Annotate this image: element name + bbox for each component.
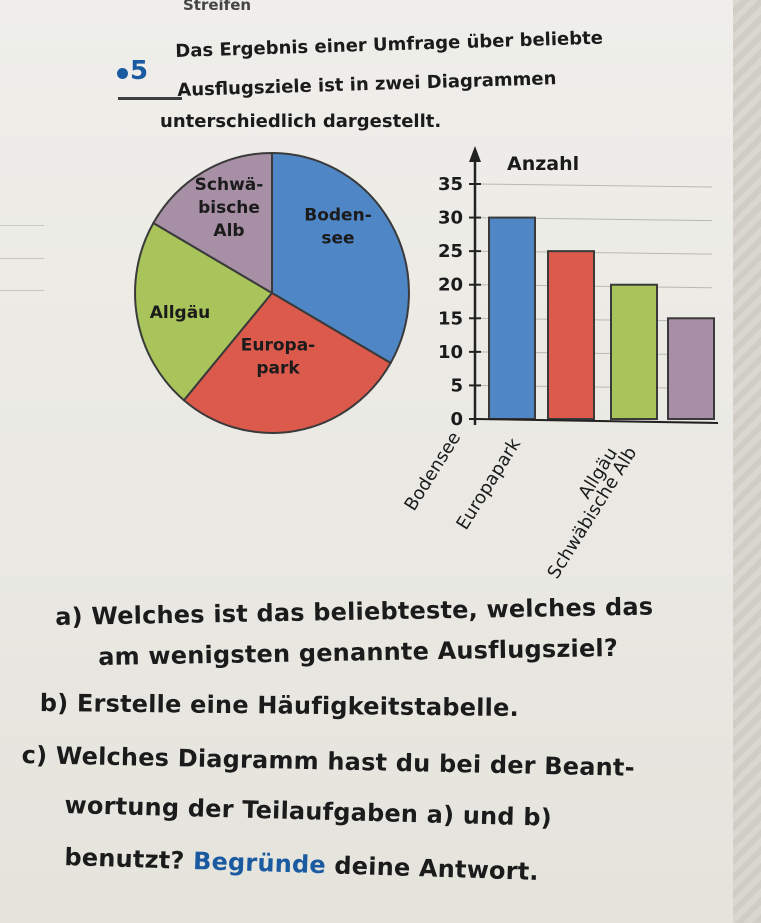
question-c-prefix: benutzt? [64, 842, 185, 875]
y-tick-label: 30 [438, 208, 463, 229]
grid-line [474, 183, 713, 188]
pie-label-schwaebische-alb: Schwä- [195, 175, 264, 195]
pie-label-europapark: park [256, 359, 300, 379]
bar-europapark [547, 250, 595, 420]
pie-label-allgaeu: Allgäu [150, 303, 211, 323]
question-c-line-3: benutzt? Begründe deine Antwort. [64, 842, 539, 887]
y-tick-label: 5 [450, 375, 463, 396]
x-tick-label-bodensee: Bodensee [400, 428, 465, 514]
question-a-line-2: am wenigsten genannte Ausflugsziel? [98, 633, 619, 671]
difficulty-dot-icon [117, 68, 128, 79]
x-axis [474, 418, 719, 424]
question-c-line-1: c) Welches Diagramm hast du bei der Bean… [21, 740, 636, 782]
y-tick-label: 0 [450, 409, 463, 430]
question-b: b) Erstelle eine Häufigkeitstabelle. [39, 688, 520, 723]
y-axis-label: Anzahl [507, 153, 579, 175]
task-underline [118, 97, 182, 100]
pie-slice-europapark [182, 291, 392, 434]
y-tick-label: 20 [438, 275, 463, 296]
pie-label-bodensee: see [321, 229, 354, 249]
bar-schwaebische-alb [667, 317, 715, 420]
bar-allgaeu [610, 283, 658, 421]
y-tick-label: 35 [438, 174, 463, 195]
page-edge [733, 0, 761, 923]
divider [0, 258, 44, 259]
y-tick-label: 15 [438, 308, 463, 329]
pie-label-europapark: Europa- [241, 336, 315, 356]
pie-slice-schwaebische-alb [152, 151, 273, 295]
x-tick-label-europapark: Europapark [452, 434, 525, 533]
charts-area: Boden-see Europa-park Allgäu Schwä-bische Al… [134, 146, 719, 583]
question-c-emphasis: Begründe [192, 847, 327, 880]
pie-label-schwaebische-alb: Alb [213, 221, 244, 241]
pie-slice-allgaeu [134, 221, 274, 402]
intro-line-3: unterschiedlich dargestellt. [160, 111, 442, 132]
pie-label-schwaebische-alb: bische [198, 198, 260, 218]
y-tick-label: 25 [438, 241, 463, 262]
bar-bodensee [488, 216, 536, 420]
pie-label-bodensee: Boden- [304, 206, 372, 226]
header-fragment: Streifen [183, 0, 252, 14]
question-c-suffix: deine Antwort. [333, 851, 540, 886]
question-c-line-2: wortung der Teilaufgaben a) und b) [64, 790, 553, 832]
divider [0, 225, 44, 226]
task-number: 5 [130, 56, 149, 86]
y-tick-label: 10 [438, 342, 463, 363]
y-axis-arrow-icon [469, 146, 481, 162]
divider [0, 290, 44, 291]
pie-slice-bodensee [271, 151, 410, 365]
